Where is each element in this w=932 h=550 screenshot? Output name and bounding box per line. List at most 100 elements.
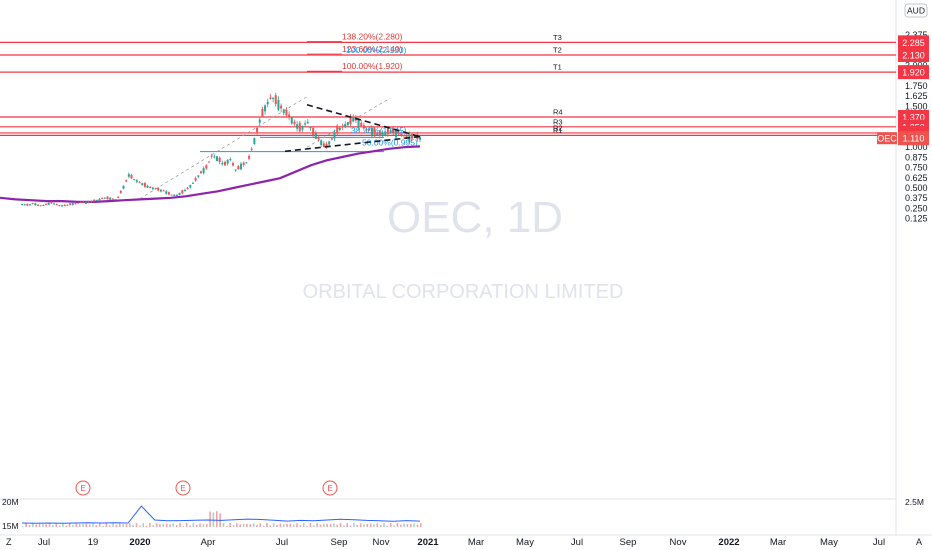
price-tick-label: 0.375 xyxy=(905,193,928,203)
level-name-r4: R4 xyxy=(553,108,563,117)
candle-body xyxy=(325,143,328,147)
volume-bar xyxy=(32,523,34,527)
volume-bar xyxy=(205,523,208,527)
volume-bar xyxy=(356,524,359,527)
candle-body xyxy=(93,199,96,202)
candle-body xyxy=(402,135,405,137)
candle-body xyxy=(210,155,213,157)
candle-body xyxy=(304,123,307,125)
price-tick-label: 0.875 xyxy=(905,152,928,162)
volume-axis-label: 15M xyxy=(2,521,19,531)
candle-body xyxy=(79,201,82,203)
candle-body xyxy=(199,171,202,174)
candle-body xyxy=(74,203,77,205)
candle-body xyxy=(346,122,349,126)
candle-body xyxy=(47,202,50,205)
volume-bar xyxy=(266,523,268,527)
candle-body xyxy=(349,116,352,125)
volume-bar xyxy=(383,523,385,527)
volume-bar xyxy=(272,523,275,527)
candle-body xyxy=(226,159,229,164)
candle-body xyxy=(240,163,243,170)
candle-body xyxy=(205,165,208,169)
volume-bar xyxy=(75,523,78,527)
volume-bar xyxy=(259,523,262,527)
volume-bar xyxy=(236,523,238,527)
price-badges: OEC 1.110 xyxy=(877,131,929,146)
volume-bar xyxy=(386,525,389,527)
volume-bar xyxy=(282,524,285,527)
candle-body xyxy=(296,124,299,129)
earnings-marker xyxy=(75,480,91,496)
currency-badge-box[interactable] xyxy=(904,3,928,18)
volume-bar xyxy=(406,524,409,527)
volume-bar xyxy=(195,524,198,527)
volume-bar xyxy=(229,523,231,527)
fib-trend-line xyxy=(139,96,308,199)
candle-body xyxy=(117,196,120,198)
candle-body xyxy=(119,190,122,193)
volume-bar xyxy=(92,523,94,527)
candle-body xyxy=(114,199,117,201)
currency-badge: AUD xyxy=(907,6,925,16)
volume-bar xyxy=(149,523,151,527)
earnings-marker xyxy=(322,480,338,496)
volume-bar xyxy=(389,523,392,527)
price-tick-label: 1.500 xyxy=(905,101,928,111)
volume-bar xyxy=(115,524,118,527)
candle-body xyxy=(194,177,197,181)
volume-bar xyxy=(376,523,379,527)
candle-body xyxy=(250,148,253,150)
volume-pane: 20M 15M 2.5M xyxy=(0,497,924,531)
volume-bar xyxy=(302,523,305,527)
corner-left-label[interactable]: Z xyxy=(6,537,12,547)
candle-body xyxy=(277,100,280,110)
volume-bar xyxy=(192,523,195,527)
time-axis[interactable]: Jul 19 2020 Apr Jul Sep Nov 2021 Mar May Sep Nov 202… xyxy=(38,537,885,548)
candle-body xyxy=(98,198,101,201)
earnings-marker-label: E xyxy=(180,484,185,493)
volume-bar xyxy=(413,523,415,527)
candle-body xyxy=(189,184,192,188)
volume-bar xyxy=(242,523,245,527)
volume-bar xyxy=(339,523,342,527)
candle-body xyxy=(191,182,194,184)
volume-bar xyxy=(155,523,158,527)
price-tick-label: 0.500 xyxy=(905,183,928,193)
candle-body xyxy=(317,137,320,140)
fib-label: 50.00%(0.995) xyxy=(362,138,418,148)
corner-right-label[interactable]: A xyxy=(916,537,922,547)
volume-bar xyxy=(373,524,375,527)
volume-bar xyxy=(363,524,365,527)
price-tick-label: 1.750 xyxy=(905,81,928,91)
volume-bar xyxy=(239,524,241,527)
candle-body xyxy=(135,180,138,182)
volume-bar xyxy=(48,523,51,527)
volume-bar xyxy=(72,524,74,527)
volume-bar xyxy=(55,523,58,527)
volume-bar xyxy=(105,523,108,527)
candle-body xyxy=(207,161,210,163)
volume-bar xyxy=(25,523,27,527)
candle-body xyxy=(170,194,173,196)
candle-body xyxy=(42,204,45,206)
candle-body xyxy=(394,129,397,138)
volume-bar xyxy=(35,524,37,527)
volume-bar xyxy=(182,525,185,527)
candle-body xyxy=(330,138,333,140)
candle-body xyxy=(146,185,149,188)
time-tick-label: May xyxy=(516,537,534,548)
volume-bar xyxy=(22,526,24,527)
candle-body xyxy=(149,187,152,189)
candle-body xyxy=(256,127,259,133)
candle-body xyxy=(242,162,245,165)
candle-body xyxy=(141,183,144,185)
earnings-marker-label: E xyxy=(327,484,332,493)
candle-body xyxy=(232,163,235,166)
volume-bar xyxy=(202,524,205,527)
candle-body xyxy=(178,192,181,195)
candle-body xyxy=(202,168,205,174)
candle-body xyxy=(159,189,162,192)
time-tick-label: Sep xyxy=(620,537,637,548)
